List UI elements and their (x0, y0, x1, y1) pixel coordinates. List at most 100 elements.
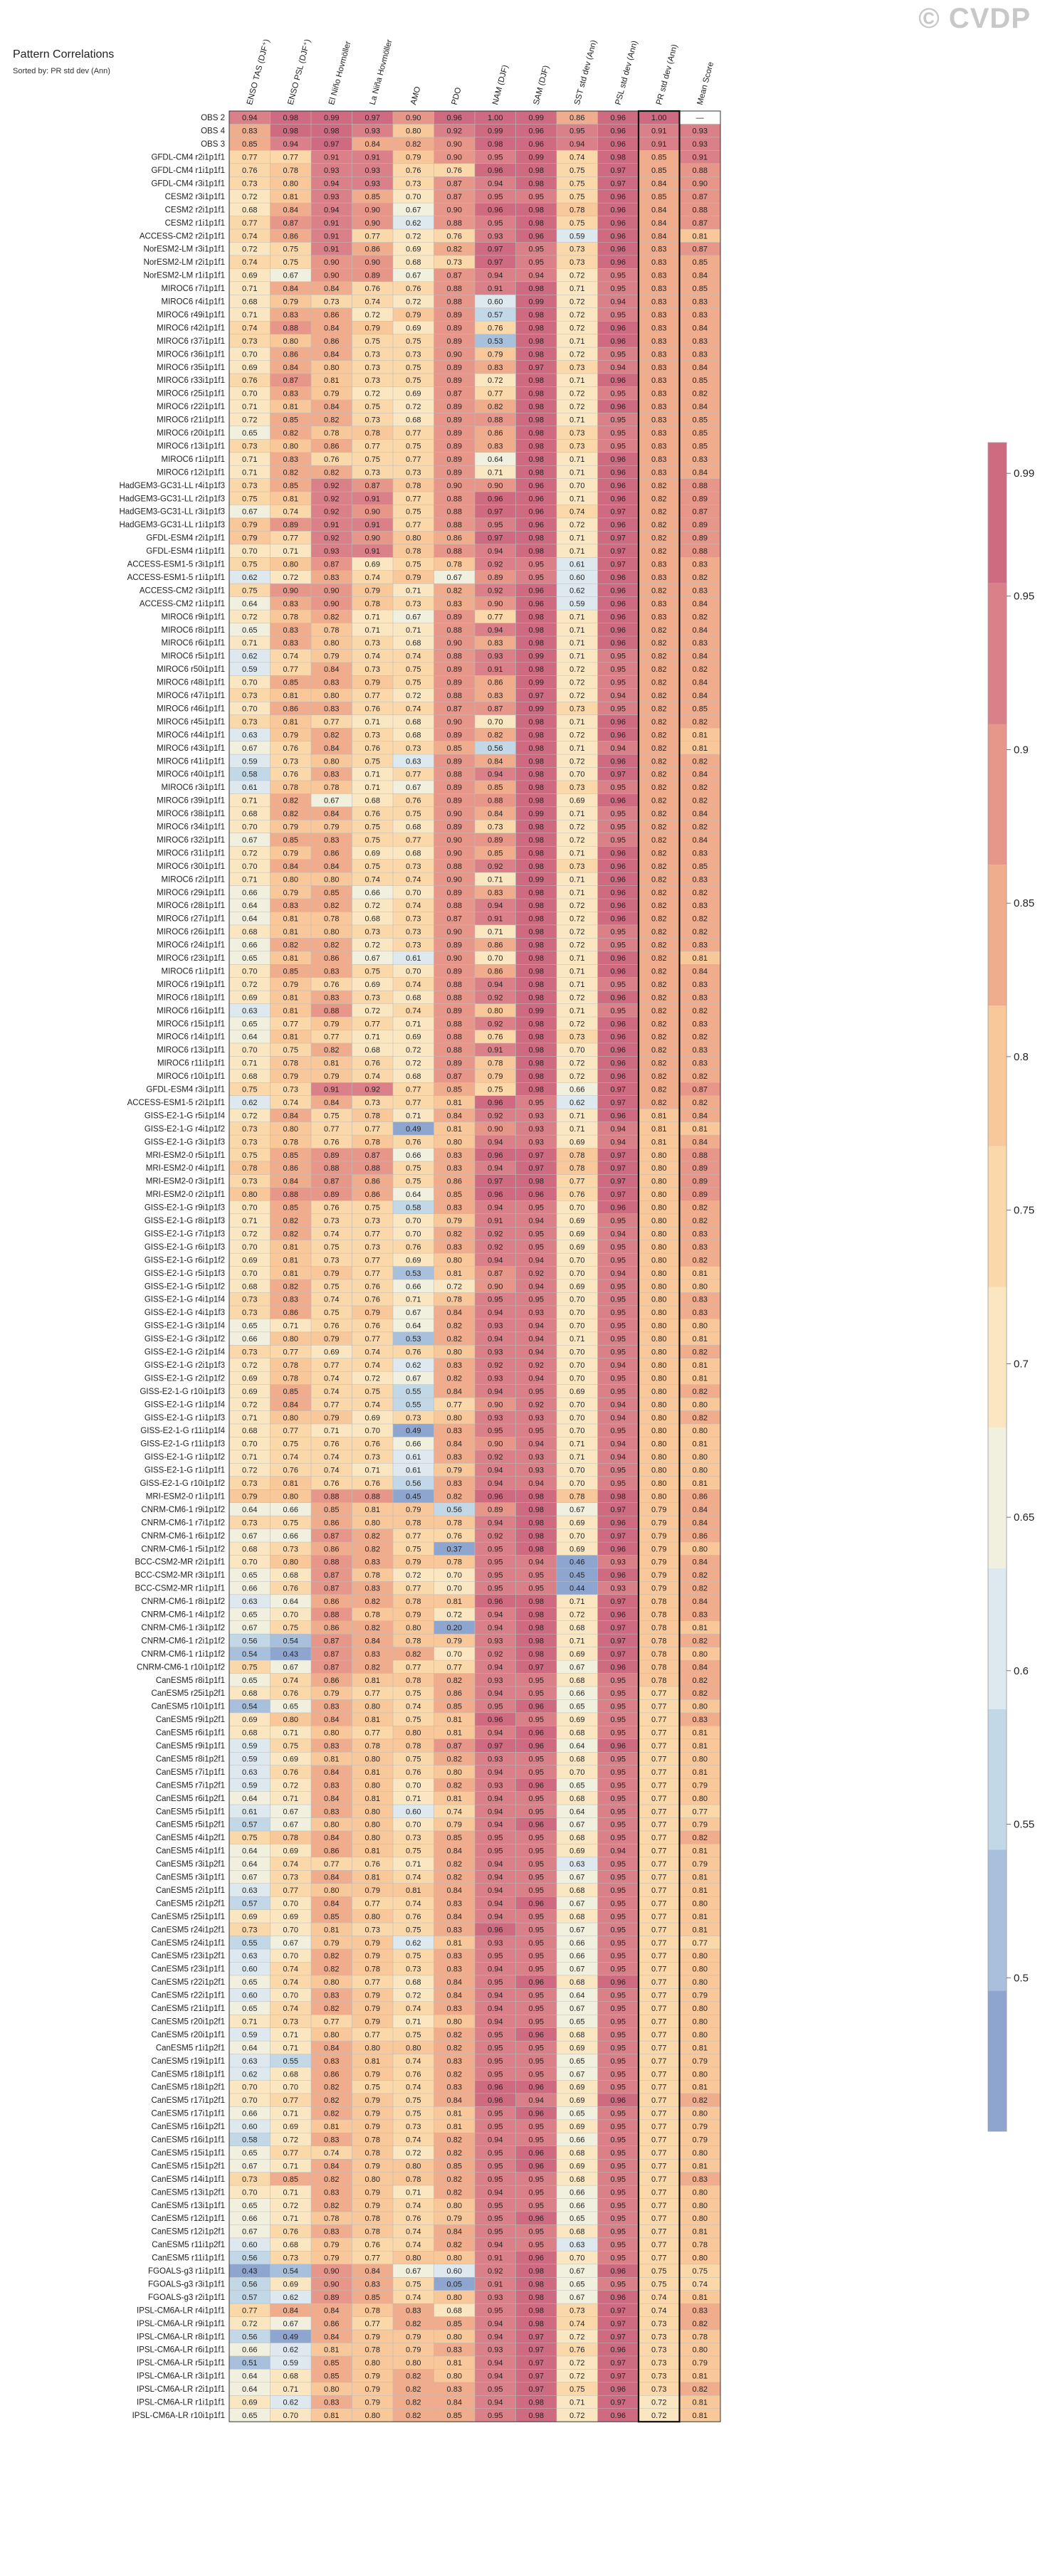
cell-value: 0.96 (488, 1598, 503, 1606)
cell-value: 0.71 (569, 889, 584, 897)
cell-value: 0.96 (529, 586, 544, 595)
heatmap-cell (434, 714, 475, 729)
heatmap-cell (475, 649, 516, 663)
cell-value: 0.70 (569, 1269, 584, 1278)
cell-value: 0.83 (283, 311, 298, 320)
cell-value: 0.82 (651, 981, 666, 989)
cell-value: 0.74 (406, 1874, 421, 1882)
heatmap-cell (270, 662, 311, 676)
heatmap-cell (557, 767, 598, 781)
cell-value: 0.84 (693, 771, 708, 779)
cell-value: 0.97 (611, 561, 626, 569)
cell-value: 0.95 (611, 704, 626, 713)
cell-value: 0.71 (569, 1598, 584, 1606)
heatmap-cell (352, 492, 393, 505)
cell-value: 0.70 (569, 2254, 584, 2263)
cell-value: 0.90 (447, 482, 462, 490)
heatmap-cell (557, 885, 598, 899)
cell-value: 0.81 (693, 1440, 708, 1449)
heatmap-cell (393, 465, 434, 479)
cell-value: 0.97 (611, 1151, 626, 1160)
cell-value: 0.93 (611, 1558, 626, 1567)
cell-value: 0.85 (447, 2320, 462, 2328)
cell-value: 0.73 (569, 1033, 584, 1042)
cell-value: 0.63 (242, 1952, 257, 1960)
heatmap-cell (393, 216, 434, 230)
cell-value: 0.83 (693, 455, 708, 464)
cell-value: 0.82 (447, 1860, 462, 1869)
heatmap-cell (311, 820, 352, 833)
heatmap-cell (639, 741, 680, 755)
cell-value: 0.98 (529, 311, 544, 320)
cell-value: 0.64 (283, 1598, 298, 1606)
heatmap-cell (434, 307, 475, 322)
heatmap-cell (229, 374, 271, 387)
cell-value: 0.73 (569, 246, 584, 254)
cell-value: 0.82 (651, 482, 666, 490)
heatmap-cell (393, 111, 434, 125)
cell-value: 0.97 (611, 1178, 626, 1186)
cell-value: 0.78 (651, 1650, 666, 1659)
heatmap-cell (639, 242, 680, 255)
cell-value: 0.72 (569, 1020, 584, 1028)
cell-value: 0.72 (242, 1400, 257, 1409)
cell-value: 0.82 (447, 1492, 462, 1501)
heatmap-cell (311, 584, 352, 597)
cell-value: 0.79 (365, 1886, 380, 1895)
cell-value: 0.94 (488, 626, 503, 635)
cell-value: 0.73 (365, 993, 380, 1002)
heatmap-cell (475, 872, 516, 886)
cell-value: 0.89 (693, 495, 708, 503)
colorbar: 0.50.550.60.650.70.750.80.850.90.950.99 (987, 442, 1034, 2132)
cell-value: 0.98 (529, 376, 544, 385)
cell-value: 0.73 (569, 704, 584, 713)
cell-value: 0.94 (488, 2399, 503, 2407)
cell-value: 0.65 (242, 954, 257, 963)
heatmap-cell (352, 741, 393, 755)
cell-value: 0.80 (651, 1191, 666, 1199)
cell-value: 0.82 (651, 1046, 666, 1055)
cell-value: 0.95 (611, 1309, 626, 1317)
heatmap-cell (557, 702, 598, 715)
cell-value: 0.75 (365, 455, 380, 464)
row-label: CanESM5 r17i1p2f1 (151, 2096, 225, 2105)
heatmap-cell (557, 386, 598, 400)
cell-value: 0.80 (324, 364, 339, 372)
cell-value: 0.82 (651, 823, 666, 832)
heatmap-cell (270, 688, 311, 702)
cell-value: 0.90 (365, 206, 380, 214)
cell-value: 0.89 (488, 1506, 503, 1514)
cell-value: 0.89 (447, 468, 462, 477)
cell-value: 0.82 (693, 613, 708, 621)
heatmap-cell (679, 649, 720, 663)
cell-value: 0.78 (406, 1598, 421, 1606)
cell-value: 0.76 (406, 2215, 421, 2223)
heatmap-cell (557, 203, 598, 216)
cell-value: 0.84 (488, 757, 503, 766)
heatmap-cell (679, 596, 720, 611)
heatmap-cell (515, 163, 557, 177)
cell-value: 0.75 (406, 337, 421, 346)
cell-value: 0.81 (283, 1033, 298, 1042)
cell-value: 0.63 (242, 1007, 257, 1015)
cell-value: 0.90 (488, 1282, 503, 1291)
heatmap-cell (229, 452, 271, 466)
cell-value: 0.83 (324, 2399, 339, 2407)
heatmap-cell (393, 492, 434, 505)
heatmap-cell (270, 544, 311, 558)
cell-value: 0.80 (693, 1453, 708, 1462)
cell-value: 0.73 (651, 2359, 666, 2368)
heatmap-cell (597, 557, 639, 571)
cell-value: 0.69 (242, 993, 257, 1002)
cell-value: 0.66 (569, 1939, 584, 1948)
heatmap-cell (679, 688, 720, 702)
cell-value: 0.82 (324, 468, 339, 477)
cell-value: 0.79 (406, 2346, 421, 2355)
cell-value: 0.55 (406, 1388, 421, 1396)
row-label: MIROC6 r31i1p1f1 (157, 849, 225, 857)
cell-value: 0.56 (447, 1506, 462, 1514)
cell-value: 0.81 (693, 744, 708, 753)
cell-value: 0.64 (569, 1742, 584, 1751)
cell-value: 0.82 (365, 1532, 380, 1541)
cell-value: 0.92 (529, 1361, 544, 1370)
